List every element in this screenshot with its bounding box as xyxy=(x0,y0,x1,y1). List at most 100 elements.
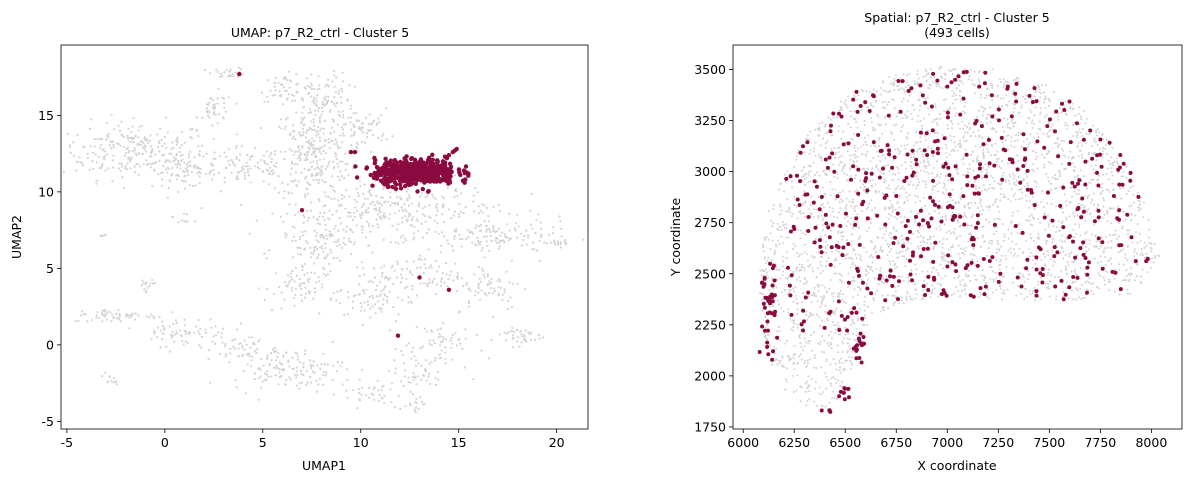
spatial-background-point xyxy=(1050,162,1053,165)
umap-background-point xyxy=(488,282,491,285)
umap-background-point xyxy=(357,195,360,198)
umap-background-point xyxy=(425,231,428,235)
umap-background-point xyxy=(159,329,162,332)
umap-background-point xyxy=(508,229,511,232)
umap-y-tick-label: 5 xyxy=(46,261,54,276)
spatial-background-point xyxy=(997,182,999,185)
spatial-background-point xyxy=(839,191,842,194)
umap-background-point xyxy=(367,396,371,399)
umap-background-point xyxy=(253,349,256,352)
umap-background-point xyxy=(415,406,418,409)
spatial-background-point xyxy=(785,378,788,381)
umap-background-point xyxy=(311,144,314,147)
spatial-background-point xyxy=(898,194,901,197)
spatial-background-point xyxy=(819,343,822,346)
umap-cluster-point xyxy=(398,186,404,191)
umap-background-point xyxy=(339,365,342,368)
umap-background-point xyxy=(303,262,306,265)
spatial-background-point xyxy=(817,251,820,254)
umap-background-point xyxy=(458,233,461,236)
umap-background-point xyxy=(292,135,295,138)
umap-background-point xyxy=(305,151,308,154)
spatial-background-point xyxy=(807,171,810,174)
umap-background-point xyxy=(131,125,134,128)
umap-background-point xyxy=(348,239,351,243)
umap-background-point xyxy=(325,83,328,86)
spatial-background-point xyxy=(897,167,900,170)
umap-background-point xyxy=(377,213,380,216)
spatial-background-point xyxy=(942,186,945,189)
umap-background-point xyxy=(440,244,443,247)
spatial-background-point xyxy=(1104,283,1107,286)
spatial-background-point xyxy=(958,275,961,278)
spatial-background-point xyxy=(1127,229,1130,232)
umap-cluster-point xyxy=(431,165,436,170)
umap-background-point xyxy=(454,331,457,334)
umap-background-point xyxy=(455,230,458,233)
umap-background-point xyxy=(221,341,224,344)
umap-background-point xyxy=(412,372,415,375)
umap-background-point xyxy=(323,267,326,271)
umap-background-point xyxy=(416,220,419,223)
umap-background-point xyxy=(257,377,261,380)
umap-background-point xyxy=(329,235,332,238)
umap-background-point xyxy=(168,325,171,328)
umap-background-point xyxy=(158,316,161,319)
umap-background-point xyxy=(110,380,113,383)
umap-background-point xyxy=(124,165,127,168)
umap-background-point xyxy=(196,172,199,175)
umap-cluster-point xyxy=(393,186,399,191)
spatial-background-point xyxy=(989,239,992,242)
umap-background-point xyxy=(261,169,264,173)
spatial-background-point xyxy=(985,94,988,97)
umap-background-point xyxy=(368,189,371,192)
umap-background-point xyxy=(410,202,413,205)
umap-background-point xyxy=(137,173,140,176)
spatial-background-point xyxy=(963,68,966,71)
umap-background-point xyxy=(354,85,357,88)
umap-background-point xyxy=(496,237,499,240)
umap-cluster-point xyxy=(429,168,434,173)
umap-background-point xyxy=(328,233,331,236)
umap-background-point xyxy=(100,375,104,378)
umap-background-point xyxy=(119,169,122,172)
umap-background-point xyxy=(180,144,183,147)
umap-background-point xyxy=(417,408,420,411)
spatial-background-point xyxy=(839,262,842,265)
umap-background-point xyxy=(465,237,468,241)
umap-background-point xyxy=(234,147,237,150)
spatial-background-point xyxy=(956,98,959,101)
umap-background-point xyxy=(224,166,228,169)
umap-background-point xyxy=(296,373,299,376)
umap-background-point xyxy=(106,381,109,384)
umap-background-point xyxy=(315,147,318,150)
umap-background-point xyxy=(170,336,173,339)
umap-background-point xyxy=(325,138,328,141)
umap-background-point xyxy=(307,182,310,185)
umap-background-point xyxy=(184,330,187,333)
umap-background-point xyxy=(335,101,338,105)
spatial-background-point xyxy=(874,206,876,209)
spatial-background-point xyxy=(961,82,964,85)
umap-background-point xyxy=(333,190,336,193)
spatial-background-point xyxy=(772,221,775,224)
spatial-background-point xyxy=(1079,267,1082,269)
umap-background-point xyxy=(239,322,242,325)
spatial-subtitle: (493 cells) xyxy=(924,25,990,40)
umap-background-point xyxy=(413,225,416,228)
umap-background-point xyxy=(343,176,346,180)
umap-background-point xyxy=(474,243,477,246)
spatial-background-point xyxy=(1090,201,1092,204)
umap-x-tick-label: -5 xyxy=(61,435,73,450)
spatial-background-point xyxy=(1065,236,1068,239)
umap-background-point xyxy=(224,342,227,346)
umap-background-point xyxy=(355,187,358,190)
spatial-background-point xyxy=(1106,220,1109,223)
umap-cluster-point xyxy=(440,159,446,164)
umap-background-point xyxy=(301,266,304,269)
umap-background-point xyxy=(478,265,481,269)
spatial-background-point xyxy=(872,297,875,300)
umap-background-point xyxy=(308,86,311,89)
umap-background-point xyxy=(297,180,300,183)
umap-background-point xyxy=(283,86,286,89)
